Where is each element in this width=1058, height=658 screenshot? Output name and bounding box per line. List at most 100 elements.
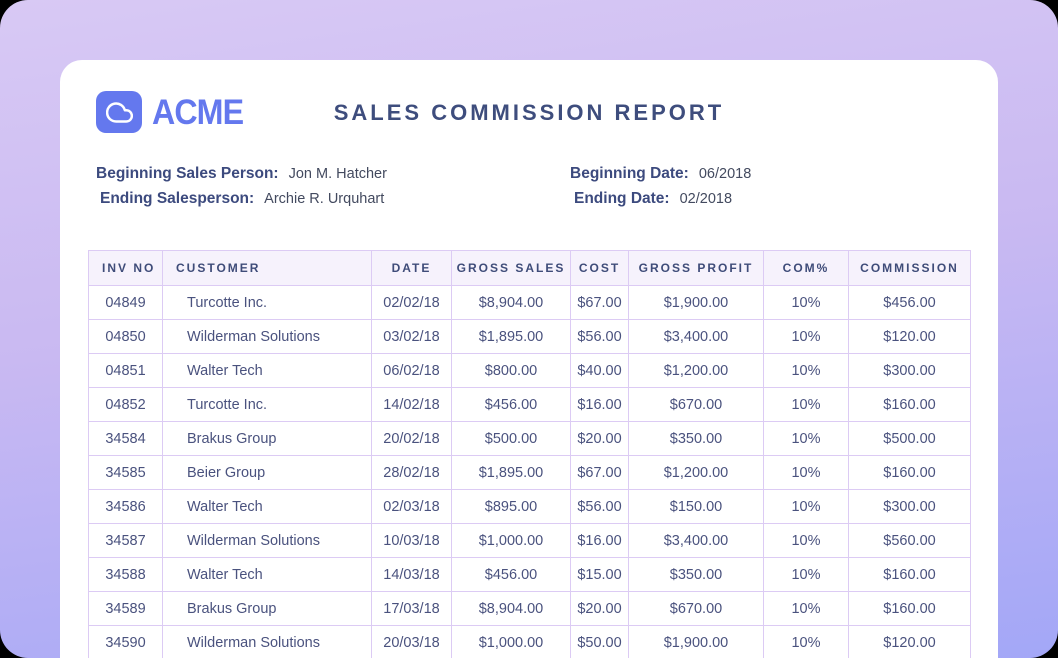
table-row: 04852 Turcotte Inc. 14/02/18 $456.00 $16.00 $… — [88, 387, 971, 422]
cell-inv-no: 34584 — [88, 421, 163, 456]
field-ending-date: Ending Date: 02/2018 — [570, 190, 751, 208]
cell-gross-profit: $1,200.00 — [628, 455, 764, 490]
cell-commission: $300.00 — [848, 353, 971, 388]
cell-customer: Turcotte Inc. — [162, 285, 372, 320]
cell-cost: $40.00 — [570, 353, 629, 388]
cell-gross-sales: $456.00 — [451, 387, 571, 422]
cell-gross-profit: $1,900.00 — [628, 625, 764, 658]
field-beginning-date: Beginning Date: 06/2018 — [570, 165, 751, 183]
cell-customer: Turcotte Inc. — [162, 387, 372, 422]
cell-commission: $500.00 — [848, 421, 971, 456]
column-header-com-pct: COM% — [763, 250, 849, 286]
cell-commission: $560.00 — [848, 523, 971, 558]
cell-customer: Wilderman Solutions — [162, 523, 372, 558]
table-row: 34586 Walter Tech 02/03/18 $895.00 $56.00 $15… — [88, 489, 971, 524]
cell-inv-no: 34590 — [88, 625, 163, 658]
commission-table: INV NO CUSTOMER DATE GROSS SALES COST GR… — [88, 250, 971, 658]
field-value: 02/2018 — [679, 191, 733, 207]
cell-commission: $300.00 — [848, 489, 971, 524]
column-header-date: DATE — [371, 250, 452, 286]
cell-date: 20/02/18 — [371, 421, 452, 456]
table-row: 34584 Brakus Group 20/02/18 $500.00 $20.00 $3… — [88, 421, 971, 456]
cell-gross-profit: $670.00 — [628, 591, 764, 626]
cell-date: 02/02/18 — [371, 285, 452, 320]
cell-date: 28/02/18 — [371, 455, 452, 490]
table-row: 04851 Walter Tech 06/02/18 $800.00 $40.00 $1,… — [88, 353, 971, 388]
field-label: Beginning Date: — [570, 165, 689, 182]
cell-customer: Wilderman Solutions — [162, 319, 372, 354]
cell-com-pct: 10% — [763, 319, 849, 354]
cell-gross-profit: $350.00 — [628, 421, 764, 456]
cell-com-pct: 10% — [763, 455, 849, 490]
cell-com-pct: 10% — [763, 591, 849, 626]
column-header-commission: COMMISSION — [848, 250, 971, 286]
table-row: 04850 Wilderman Solutions 03/02/18 $1,895.0… — [88, 319, 971, 354]
field-value: Archie R. Urquhart — [264, 191, 385, 207]
cell-date: 20/03/18 — [371, 625, 452, 658]
cell-gross-profit: $350.00 — [628, 557, 764, 592]
report-card: ACME SALES COMMISSION REPORT Beginning S… — [60, 60, 998, 658]
cell-inv-no: 34589 — [88, 591, 163, 626]
cell-date: 17/03/18 — [371, 591, 452, 626]
cell-com-pct: 10% — [763, 285, 849, 320]
cell-inv-no: 34586 — [88, 489, 163, 524]
column-header-customer: CUSTOMER — [162, 250, 372, 286]
cell-cost: $67.00 — [570, 285, 629, 320]
cloud-icon — [96, 91, 142, 133]
cell-gross-profit: $1,200.00 — [628, 353, 764, 388]
cell-inv-no: 34585 — [88, 455, 163, 490]
cell-date: 03/02/18 — [371, 319, 452, 354]
cell-gross-sales: $8,904.00 — [451, 285, 571, 320]
cell-com-pct: 10% — [763, 353, 849, 388]
cell-gross-profit: $150.00 — [628, 489, 764, 524]
cell-gross-profit: $3,400.00 — [628, 319, 764, 354]
column-header-gross-profit: GROSS PROFIT — [628, 250, 764, 286]
table-header: INV NO CUSTOMER DATE GROSS SALES COST GR… — [88, 250, 971, 286]
column-header-gross-sales: GROSS SALES — [451, 250, 571, 286]
cell-inv-no: 04852 — [88, 387, 163, 422]
cell-gross-sales: $895.00 — [451, 489, 571, 524]
field-ending-salesperson: Ending Salesperson: Archie R. Urquhart — [96, 190, 570, 208]
meta-column-right: Beginning Date: 06/2018 Ending Date: 02/… — [570, 165, 751, 208]
cell-inv-no: 04850 — [88, 319, 163, 354]
column-header-cost: COST — [570, 250, 629, 286]
logo-text: ACME — [152, 92, 244, 132]
cell-date: 02/03/18 — [371, 489, 452, 524]
cell-cost: $50.00 — [570, 625, 629, 658]
table-row: 34589 Brakus Group 17/03/18 $8,904.00 $20.00… — [88, 591, 971, 626]
cell-com-pct: 10% — [763, 489, 849, 524]
cell-gross-profit: $1,900.00 — [628, 285, 764, 320]
cell-gross-sales: $500.00 — [451, 421, 571, 456]
table-row: 34585 Beier Group 28/02/18 $1,895.00 $67.00 $… — [88, 455, 971, 490]
cell-gross-sales: $1,000.00 — [451, 625, 571, 658]
meta-column-left: Beginning Sales Person: Jon M. Hatcher E… — [96, 165, 570, 208]
cell-com-pct: 10% — [763, 421, 849, 456]
cell-commission: $160.00 — [848, 557, 971, 592]
table-row: 34587 Wilderman Solutions 10/03/18 $1,000.0… — [88, 523, 971, 558]
cell-inv-no: 34588 — [88, 557, 163, 592]
cell-customer: Walter Tech — [162, 489, 372, 524]
cell-cost: $15.00 — [570, 557, 629, 592]
cell-gross-sales: $1,895.00 — [451, 319, 571, 354]
cell-cost: $56.00 — [570, 489, 629, 524]
cell-commission: $160.00 — [848, 591, 971, 626]
cell-cost: $20.00 — [570, 591, 629, 626]
cell-customer: Brakus Group — [162, 591, 372, 626]
cell-cost: $20.00 — [570, 421, 629, 456]
field-label: Beginning Sales Person: — [96, 165, 279, 182]
acme-logo: ACME — [96, 91, 251, 133]
table-row: 04849 Turcotte Inc. 02/02/18 $8,904.00 $67.0… — [88, 285, 971, 320]
field-beginning-salesperson: Beginning Sales Person: Jon M. Hatcher — [96, 165, 570, 183]
cell-date: 14/03/18 — [371, 557, 452, 592]
field-label: Ending Salesperson: — [100, 190, 255, 207]
field-label: Ending Date: — [574, 190, 670, 207]
cell-commission: $120.00 — [848, 319, 971, 354]
cell-cost: $56.00 — [570, 319, 629, 354]
report-title: SALES COMMISSION REPORT — [333, 100, 725, 125]
cell-gross-profit: $670.00 — [628, 387, 764, 422]
table-body: 04849 Turcotte Inc. 02/02/18 $8,904.00 $67.0… — [88, 285, 971, 658]
cell-date: 10/03/18 — [371, 523, 452, 558]
table-row: 34588 Walter Tech 14/03/18 $456.00 $15.00 $35… — [88, 557, 971, 592]
cell-commission: $120.00 — [848, 625, 971, 658]
report-meta: Beginning Sales Person: Jon M. Hatcher E… — [96, 165, 962, 208]
